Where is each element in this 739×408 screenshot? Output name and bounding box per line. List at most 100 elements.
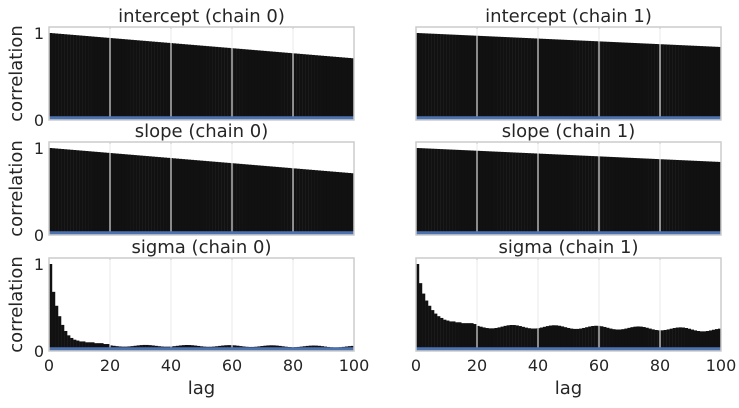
acf-bar — [76, 150, 80, 232]
acf-bar — [591, 41, 595, 117]
acf-bar — [699, 46, 704, 117]
acf-bar — [651, 158, 655, 232]
acf-bar — [215, 346, 219, 348]
acf-bar — [488, 151, 492, 232]
acf-bar — [139, 155, 143, 232]
acf-bar — [600, 41, 604, 118]
acf-bar — [506, 152, 510, 232]
acf-bar — [326, 171, 331, 232]
acf-bar — [254, 50, 258, 117]
acf-bar — [488, 328, 492, 348]
acf-bar — [696, 160, 701, 232]
acf-bar — [669, 159, 673, 232]
acf-bar — [136, 155, 140, 232]
acf-bar — [145, 156, 149, 232]
acf-bar — [103, 37, 107, 118]
acf-bar — [533, 153, 537, 232]
acf-bar — [136, 40, 140, 118]
acf-bar — [224, 345, 228, 348]
panel-frame — [415, 141, 722, 236]
acf-bar — [278, 52, 282, 117]
acf-bar — [91, 151, 95, 232]
acf-bar — [539, 38, 544, 117]
acf-bar — [97, 343, 101, 348]
acf-bar — [585, 40, 589, 118]
acf-bar — [422, 293, 426, 348]
acf-bar — [269, 166, 273, 232]
acf-bar — [257, 346, 261, 348]
acf-bar — [55, 305, 59, 348]
acf-bar — [148, 41, 152, 118]
acf-bar — [278, 167, 282, 232]
acf-bar — [482, 327, 486, 348]
acf-bar — [711, 46, 716, 117]
acf-bar — [431, 33, 435, 117]
acf-bar — [299, 53, 303, 117]
acf-bar — [588, 40, 592, 117]
acf-bar — [521, 152, 525, 232]
acf-bar — [570, 40, 574, 118]
acf-bar — [606, 156, 610, 232]
acf-bar — [64, 149, 68, 232]
acf-bar — [52, 148, 56, 232]
acf-bar — [588, 326, 592, 348]
y-tick-label: 1 — [34, 139, 44, 158]
acf-bar — [560, 154, 565, 232]
acf-bar — [121, 154, 125, 232]
acf-bar — [224, 162, 228, 232]
acf-bar — [76, 340, 80, 348]
acf-bar — [545, 326, 550, 348]
acf-bar — [239, 48, 243, 118]
acf-bar — [215, 161, 219, 232]
acf-bar — [452, 34, 456, 118]
acf-bar — [344, 172, 349, 232]
acf-bar — [681, 327, 685, 348]
acf-bar — [350, 173, 355, 232]
acf-bar — [209, 161, 213, 232]
acf-bar — [440, 317, 444, 348]
acf-bar — [187, 159, 192, 232]
acf-bar — [184, 345, 189, 348]
acf-bar — [275, 345, 279, 348]
acf-bar — [245, 164, 249, 232]
acf-bar — [672, 328, 676, 348]
acf-bar — [221, 345, 225, 348]
acf-bar — [663, 44, 667, 117]
acf-bar — [521, 37, 525, 117]
acf-bar — [579, 155, 583, 232]
acf-bar — [461, 150, 465, 232]
acf-bar — [281, 346, 285, 348]
acf-bar — [130, 39, 134, 117]
acf-bar — [542, 326, 547, 348]
acf-bar — [642, 327, 646, 348]
acf-bar — [428, 305, 432, 348]
acf-bar — [269, 345, 273, 348]
acf-bar — [699, 331, 704, 348]
acf-bar — [434, 148, 438, 232]
acf-bar — [221, 162, 225, 232]
acf-bar — [109, 345, 113, 348]
acf-bar — [215, 46, 219, 118]
acf-bar — [257, 165, 261, 232]
acf-bar — [627, 327, 631, 348]
acf-bar — [73, 150, 77, 232]
acf-bar — [350, 58, 355, 117]
acf-bar — [82, 341, 86, 348]
acf-bar — [705, 46, 710, 117]
acf-bar — [633, 326, 637, 348]
acf-bar — [440, 34, 444, 117]
acf-bar — [115, 346, 119, 348]
acf-bar — [446, 34, 450, 117]
acf-bar — [711, 329, 716, 348]
acf-bar — [338, 172, 343, 232]
acf-bar — [112, 38, 116, 117]
acf-bar — [470, 323, 474, 348]
acf-bar — [416, 148, 420, 232]
acf-bar — [509, 324, 513, 348]
acf-bar — [524, 38, 528, 117]
acf-bar — [79, 150, 83, 232]
acf-bar — [521, 326, 525, 348]
panel-frame — [415, 26, 722, 121]
acf-bar — [630, 42, 634, 117]
acf-bar — [563, 327, 568, 348]
